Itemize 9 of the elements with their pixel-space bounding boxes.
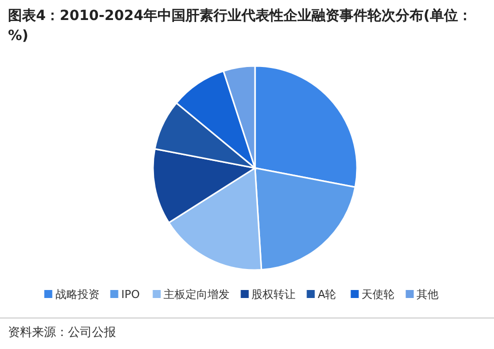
legend-label: 天使轮 xyxy=(362,288,395,301)
legend-label: A轮 xyxy=(318,288,336,301)
legend-label: 战略投资 xyxy=(55,288,100,301)
legend-label: 股权转让 xyxy=(252,288,296,301)
legend-label: 主板定向增发 xyxy=(164,288,230,301)
legend-label: 其他 xyxy=(416,288,439,301)
chart-title: 图表4：2010-2024年中国肝素行业代表性企业融资事件轮次分布(单位：%) xyxy=(8,8,472,44)
legend-label: IPO xyxy=(121,288,140,301)
text: 资料来源：公司公报 xyxy=(8,325,116,339)
